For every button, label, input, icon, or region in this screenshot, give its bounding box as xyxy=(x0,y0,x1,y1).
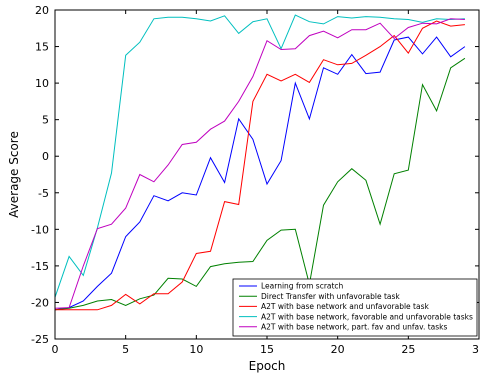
x-tick-label: 5 xyxy=(122,343,129,356)
x-tick-label: 3 xyxy=(472,343,479,356)
x-tick-label: 15 xyxy=(260,343,274,356)
y-tick-label: 5 xyxy=(42,114,49,127)
y-tick-label: -15 xyxy=(31,260,49,273)
legend-label-1: Learning from scratch xyxy=(261,282,344,291)
legend-label-5: A2T with base network, part. fav and unf… xyxy=(261,323,448,332)
series-line-2 xyxy=(55,57,466,311)
series-line-4 xyxy=(55,14,465,298)
legend-label-2: Direct Transfer with unfavorable task xyxy=(261,292,400,301)
x-tick-label: 25 xyxy=(401,343,415,356)
y-tick-label: 0 xyxy=(42,150,49,163)
legend-box xyxy=(232,278,478,337)
y-tick-label: -20 xyxy=(31,296,49,309)
series-line-3 xyxy=(55,20,465,311)
series-line-5 xyxy=(55,18,465,309)
y-tick-label: 10 xyxy=(35,77,49,90)
legend-label-4: A2T with base network, favorable and unf… xyxy=(261,312,473,321)
x-tick-label: 10 xyxy=(189,343,203,356)
y-tick-label: -5 xyxy=(38,187,49,200)
legend-label-3: A2T with base network and unfavorable ta… xyxy=(261,302,429,311)
y-tick-label: 15 xyxy=(35,41,49,54)
y-tick-label: -25 xyxy=(31,333,49,346)
x-tick-label: 0 xyxy=(52,343,59,356)
y-tick-label: 20 xyxy=(35,4,49,17)
x-tick-label: 20 xyxy=(331,343,345,356)
series-line-1 xyxy=(55,36,466,311)
y-tick-label: -10 xyxy=(31,223,49,236)
series-layer xyxy=(55,14,466,311)
ticks-layer: 0 5 10 15 20 25 3 -25 -20 -15 -10 -5 0 5 10 15 20 xyxy=(31,4,480,356)
y-axis-title: Average Score xyxy=(7,131,21,218)
x-axis-title: Epoch xyxy=(249,359,286,373)
